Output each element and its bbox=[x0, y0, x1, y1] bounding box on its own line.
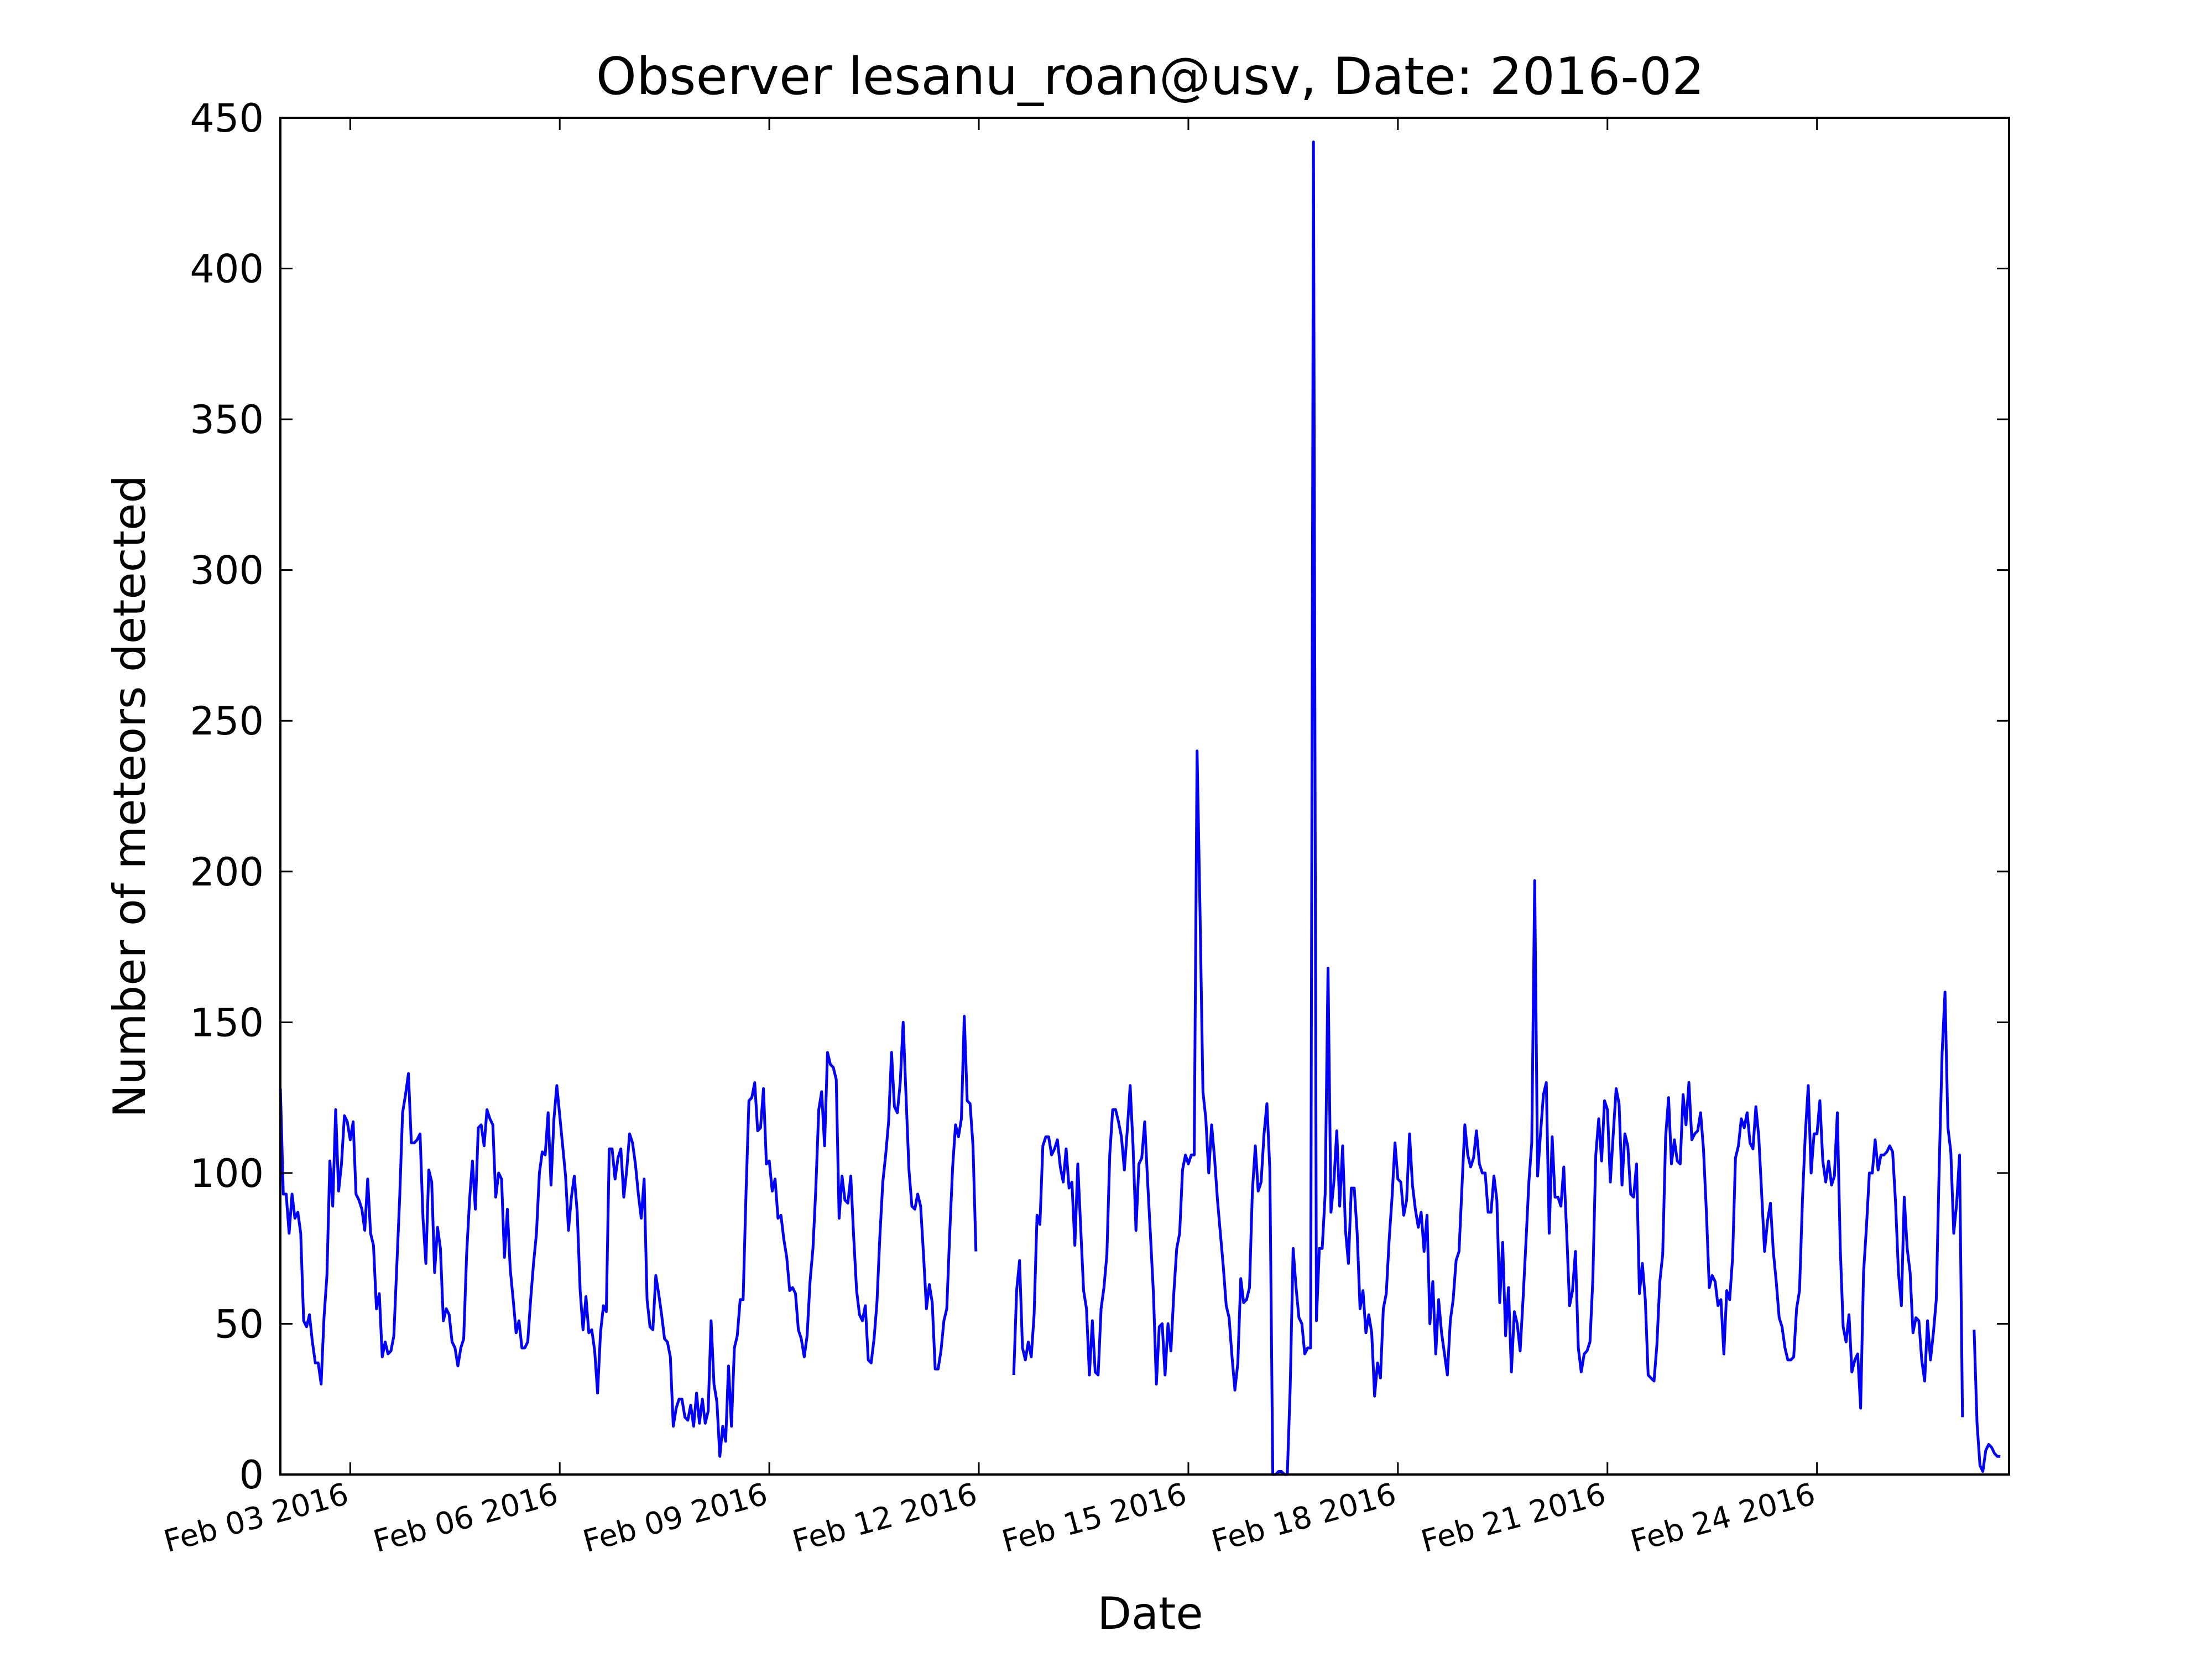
series-line-segment-3 bbox=[1973, 1330, 2001, 1473]
y-tick-label: 350 bbox=[190, 397, 264, 442]
series-line-segment-1 bbox=[279, 1014, 978, 1458]
x-axis-label: Date bbox=[1097, 1588, 1203, 1639]
y-tick-label: 200 bbox=[190, 850, 264, 895]
y-tick-label: 100 bbox=[190, 1151, 264, 1196]
y-tick-label: 450 bbox=[190, 96, 264, 141]
series-line-segment-2 bbox=[1012, 140, 1964, 1476]
y-tick-label: 50 bbox=[215, 1301, 264, 1347]
y-axis-label: Number of meteors detected bbox=[104, 475, 155, 1118]
chart-title: Observer lesanu_roan@usv, Date: 2016-02 bbox=[596, 46, 1704, 106]
plot-background bbox=[280, 118, 2009, 1475]
y-tick-label: 250 bbox=[190, 699, 264, 744]
y-tick-label: 150 bbox=[190, 1000, 264, 1045]
plot-frame bbox=[279, 117, 2010, 1476]
y-tick-label: 400 bbox=[190, 247, 264, 292]
y-tick-label: 0 bbox=[239, 1452, 264, 1498]
y-tick-label: 300 bbox=[190, 548, 264, 593]
